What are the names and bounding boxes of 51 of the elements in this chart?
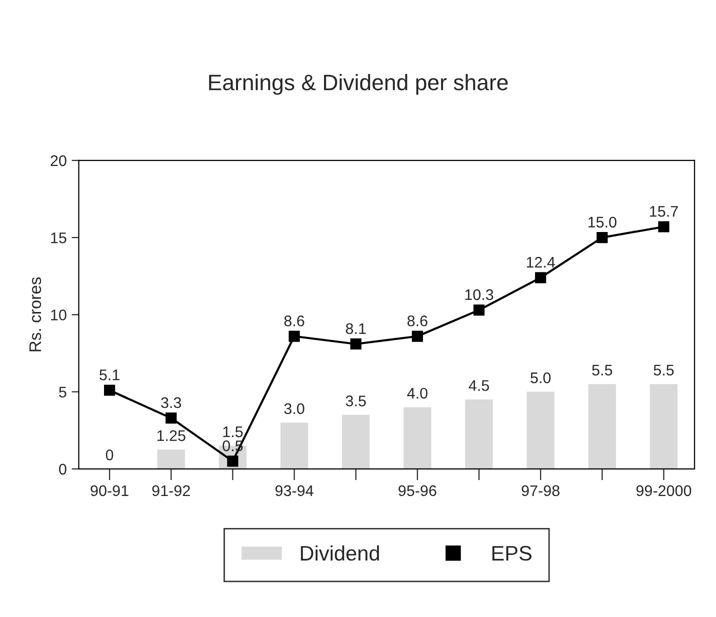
data-label: 8.1 [346,323,366,334]
bar [588,384,616,469]
bar [650,384,678,469]
chart-title: Earnings & Dividend per share [209,74,508,95]
x-tick-label: 93-94 [275,485,314,496]
point [104,384,116,396]
bar [157,450,185,469]
point [166,412,177,424]
data-label: 1.25 [157,430,186,442]
bar [465,400,493,469]
legend-label: EPS [492,546,532,561]
data-label: 0 [106,450,114,460]
x-tick-label: 91-92 [152,485,190,496]
point [412,330,423,342]
data-label: 10.3 [465,289,494,300]
data-label: 4.0 [407,388,428,399]
x-tick-label: 99-2000 [636,485,692,496]
bar [404,407,432,469]
data-label: 5.0 [530,372,551,384]
data-label: 3.0 [284,403,304,414]
data-label: 5.5 [592,364,612,376]
y-tick-label: 0 [59,464,66,475]
x-tick-label: 90-91 [90,485,128,496]
point [350,338,362,350]
data-label: 4.5 [468,380,489,391]
data-label: 3.3 [161,397,182,408]
point [596,232,608,244]
data-label: 8.6 [407,315,428,326]
point [473,304,485,316]
x-tick-label: 95-96 [398,485,436,496]
data-label: 3.5 [346,396,366,406]
data-label: 15.7 [650,206,678,217]
data-label: 12.4 [526,256,555,268]
data-label: 15.0 [588,216,616,228]
legend-label: Dividend [300,545,379,561]
point [658,221,670,232]
data-label: 5.1 [100,370,120,380]
x-tick-label: 97-98 [522,485,560,496]
data-label: 5.5 [654,364,674,376]
data-label: 1.5 [223,426,243,438]
data-label: 8.6 [284,315,304,326]
y-tick-label: 15 [51,232,66,244]
bar [342,414,370,469]
bar [280,422,308,469]
y-tick-label: 5 [59,386,66,398]
y-tick-label: 20 [50,155,66,166]
point [535,272,546,284]
bar [526,392,554,469]
y-tick-label: 10 [51,310,66,320]
point [288,330,300,342]
y-axis-title: Rs. crores [29,277,42,352]
